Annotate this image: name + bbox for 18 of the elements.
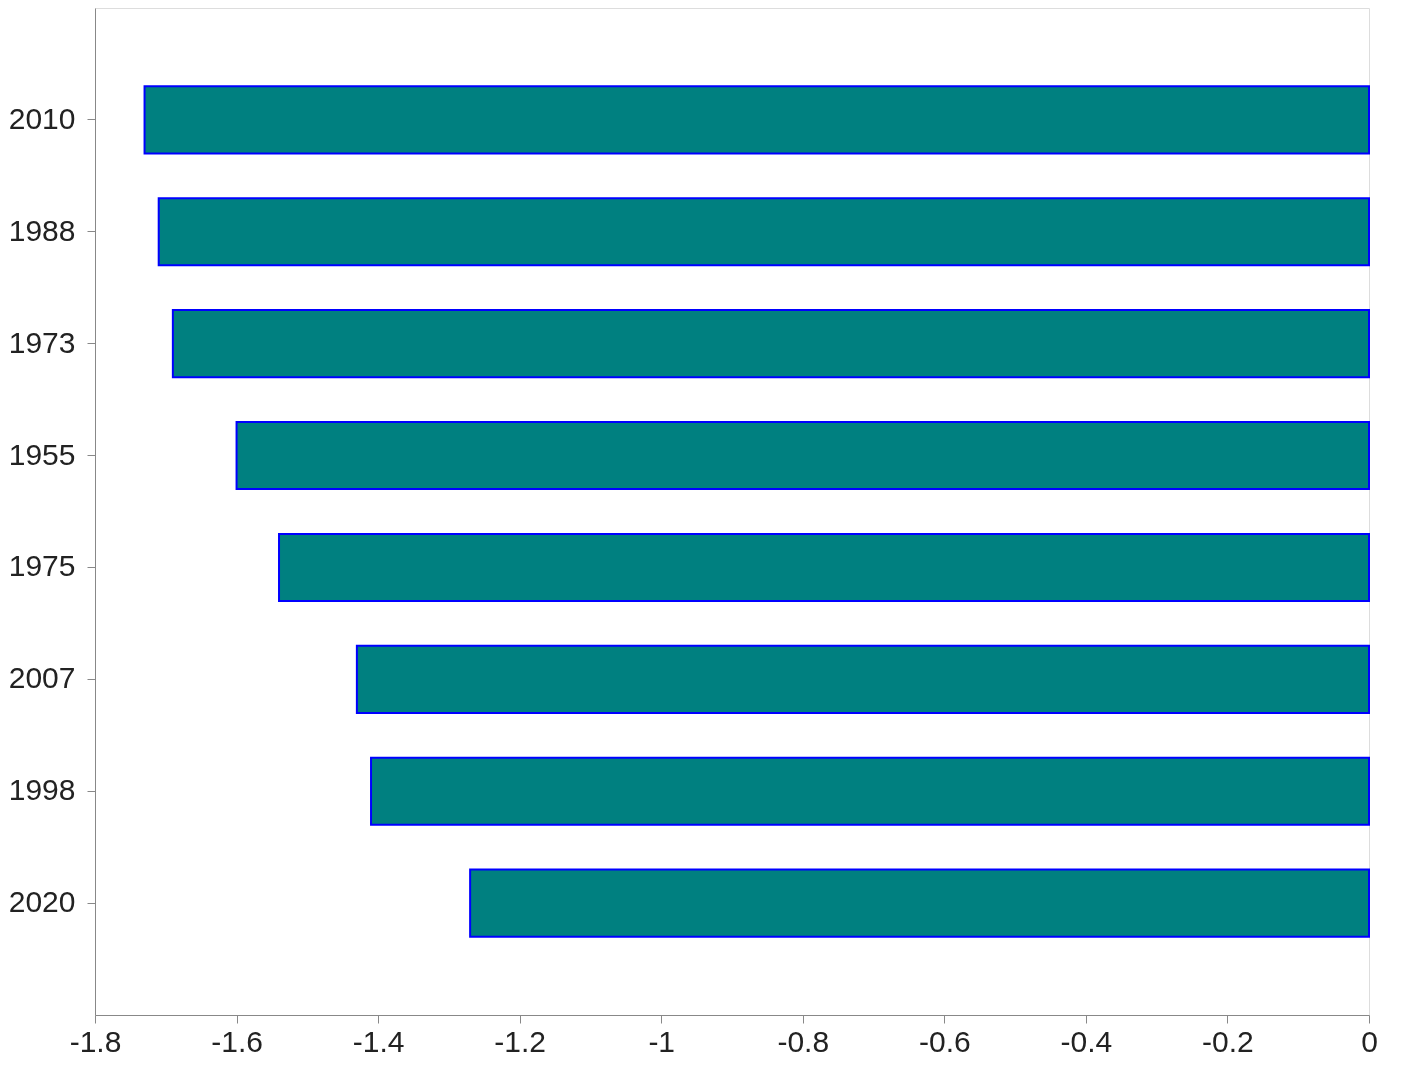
x-tick-label: -1.8 xyxy=(69,1024,122,1058)
y-tick-label: 2010 xyxy=(8,101,76,135)
x-tick-label: -0.6 xyxy=(918,1024,971,1058)
y-tick-label: 1988 xyxy=(8,213,76,247)
y-tick-label: 1973 xyxy=(8,325,76,359)
x-tick-label: -0.8 xyxy=(777,1024,830,1058)
y-tick-label: 2020 xyxy=(8,885,76,919)
x-tick-label: -1.2 xyxy=(494,1024,547,1058)
x-tick-label: -1.6 xyxy=(211,1024,263,1058)
x-tick-label: -1.4 xyxy=(352,1024,405,1058)
x-tick-label: 0 xyxy=(1361,1024,1378,1058)
y-tick-label: 1998 xyxy=(8,773,76,807)
y-tick-label: 1955 xyxy=(8,437,76,471)
y-tick-label: 1975 xyxy=(8,549,76,583)
x-tick-label: -0.2 xyxy=(1202,1024,1254,1058)
x-tick-label: -1 xyxy=(648,1024,676,1058)
x-tick-label: -0.4 xyxy=(1060,1024,1113,1058)
y-tick-label: 2007 xyxy=(8,661,76,695)
